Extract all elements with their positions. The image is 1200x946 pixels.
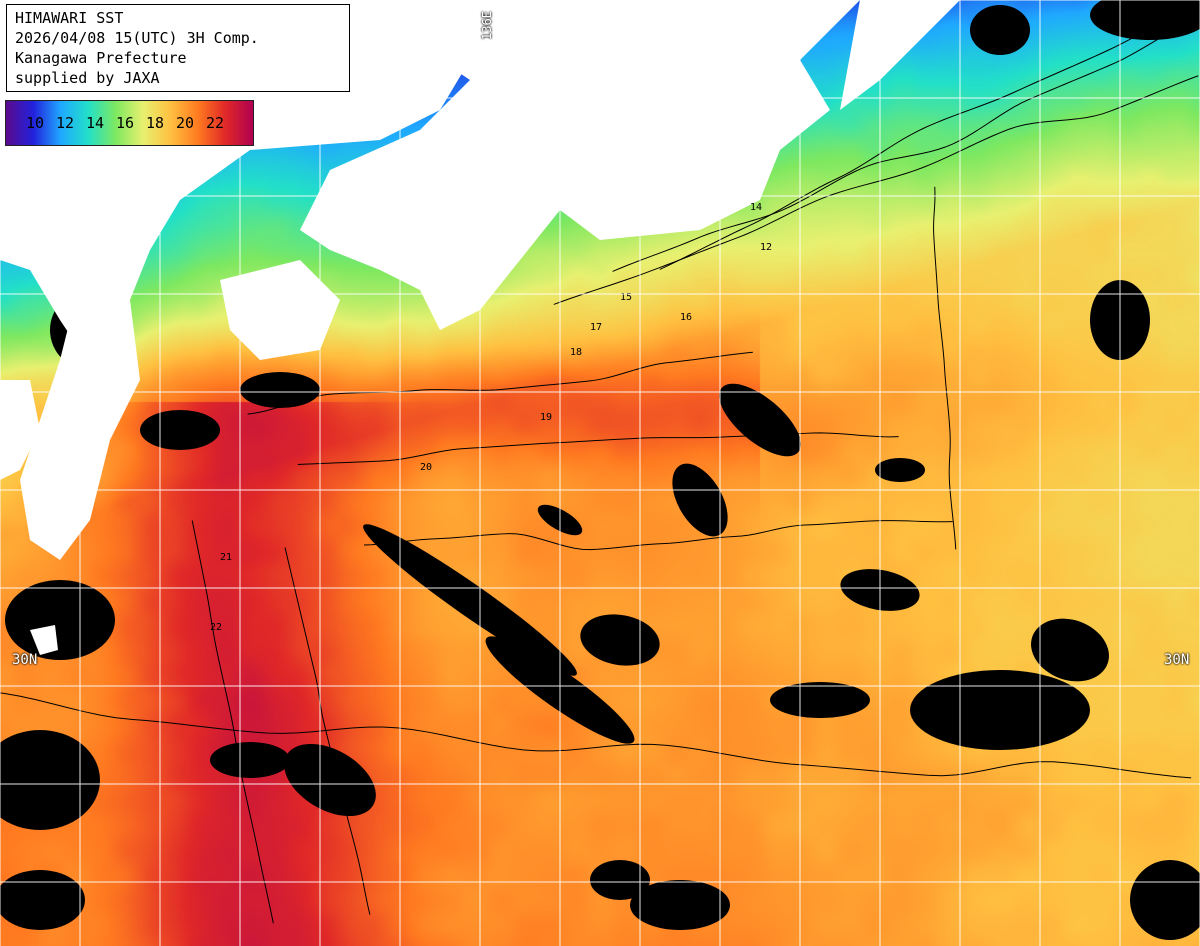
cloud-patch — [0, 870, 85, 930]
cloud-patch — [1031, 618, 1109, 682]
timestamp: 2026/04/08 15(UTC) 3H Comp. — [15, 29, 259, 47]
isotherm-21b — [284, 547, 371, 915]
longitude-label-top: 136E — [480, 11, 494, 40]
isotherm-22 — [191, 520, 274, 924]
isotherm-17 — [612, 20, 1193, 272]
isotherm-label: 18 — [570, 347, 582, 358]
isotherm-18 — [553, 75, 1199, 305]
cloud-patch — [1130, 860, 1200, 940]
isotherm-label: 22 — [210, 622, 222, 633]
cloud-patch — [719, 383, 801, 457]
land-kyushu-chugoku — [0, 0, 580, 380]
cloud-patch — [580, 614, 660, 666]
cloud-patch — [140, 410, 220, 450]
cloud-patch — [284, 743, 376, 817]
region-name: Kanagawa Prefecture — [15, 49, 187, 67]
land-island — [30, 625, 58, 655]
colorbar-ticks: 10 12 14 16 18 20 22 — [6, 101, 253, 145]
land-chubu — [840, 0, 960, 110]
colorbar-tick: 12 — [56, 114, 75, 132]
colorbar-tick: 14 — [86, 114, 105, 132]
cloud-patch — [0, 730, 100, 830]
isotherm-20b — [0, 692, 1192, 779]
colorbar-tick: 20 — [176, 114, 195, 132]
cloud-patch — [770, 682, 870, 718]
isotherm-19 — [363, 520, 953, 551]
latitude-label-right: 30N — [1164, 652, 1190, 668]
land-kyushu-west — [0, 380, 40, 480]
cloud-patch — [1090, 0, 1200, 40]
isotherm-label: 17 — [590, 322, 602, 333]
cloud-patch — [970, 5, 1030, 55]
isotherm-label: 19 — [540, 412, 552, 423]
isotherm-label: 12 — [760, 242, 772, 253]
cloud-patch — [210, 742, 290, 778]
colorbar-tick: 16 — [116, 114, 135, 132]
cloud-patch — [910, 670, 1090, 750]
land-shikoku — [220, 260, 340, 360]
product-title: HIMAWARI SST — [15, 9, 124, 27]
cloud-patch — [240, 372, 320, 408]
temperature-colorbar: 10 12 14 16 18 20 22 — [5, 100, 254, 146]
isotherm-16 — [659, 5, 1195, 270]
isotherm-label: 20 — [420, 462, 432, 473]
isotherm-contours: 12 14 15 16 17 18 19 20 21 22 — [0, 5, 1199, 924]
isotherm-19b — [933, 186, 957, 550]
isotherm-20 — [297, 432, 899, 466]
isotherm-label: 14 — [750, 202, 762, 213]
cloud-patch — [5, 580, 115, 660]
cloud-patch — [672, 463, 728, 537]
latitude-label-left: 30N — [12, 652, 38, 668]
cloud-patch — [363, 524, 577, 676]
isotherm-label: 15 — [620, 292, 632, 303]
cloud-patch — [590, 860, 650, 900]
data-credit: supplied by JAXA — [15, 69, 160, 87]
isotherm-21 — [247, 351, 753, 415]
colorbar-tick: 18 — [146, 114, 165, 132]
isotherm-label: 21 — [220, 552, 232, 563]
info-box: HIMAWARI SST 2026/04/08 15(UTC) 3H Comp.… — [6, 4, 350, 92]
isotherm-label: 16 — [680, 312, 692, 323]
cloud-patch — [630, 880, 730, 930]
colorbar-tick: 22 — [206, 114, 225, 132]
cloud-patch — [875, 458, 925, 482]
colorbar-tick: 10 — [26, 114, 45, 132]
